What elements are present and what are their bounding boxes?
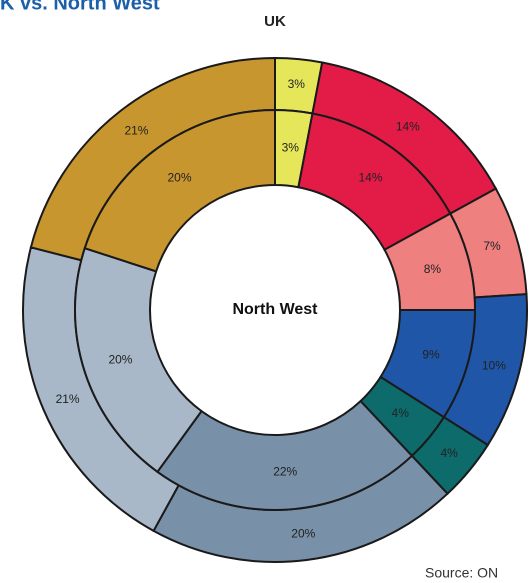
data-label: 22% [273, 464, 297, 478]
data-label: 8% [424, 262, 442, 276]
donut-segment [83, 108, 276, 273]
data-label: 3% [288, 77, 306, 91]
data-label: 4% [392, 406, 410, 420]
data-label: 21% [56, 392, 80, 406]
data-label: 7% [483, 239, 501, 253]
data-label: 20% [108, 352, 132, 366]
data-label: 4% [440, 446, 458, 460]
data-label: 20% [291, 526, 315, 540]
data-label: 3% [282, 140, 300, 154]
inner-ring-label: North West [232, 301, 318, 318]
data-label: 9% [422, 348, 440, 362]
outer-ring-label: UK [264, 13, 286, 30]
chart-title: K vs. North West [0, 0, 160, 14]
source-note: Source: ON [425, 565, 498, 581]
data-label: 10% [482, 358, 506, 372]
donut-segment [74, 246, 203, 474]
data-label: 20% [167, 171, 191, 185]
donut-segment [156, 399, 414, 511]
data-label: 14% [396, 119, 420, 133]
data-label: 14% [358, 171, 382, 185]
data-label: 21% [124, 124, 148, 138]
